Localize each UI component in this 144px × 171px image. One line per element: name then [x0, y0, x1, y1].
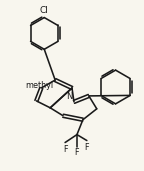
Text: F: F [75, 148, 79, 157]
Text: F: F [63, 144, 67, 154]
Text: methyl: methyl [25, 82, 54, 90]
Text: Cl: Cl [40, 6, 49, 15]
Text: N: N [67, 92, 73, 101]
Text: F: F [85, 143, 89, 152]
